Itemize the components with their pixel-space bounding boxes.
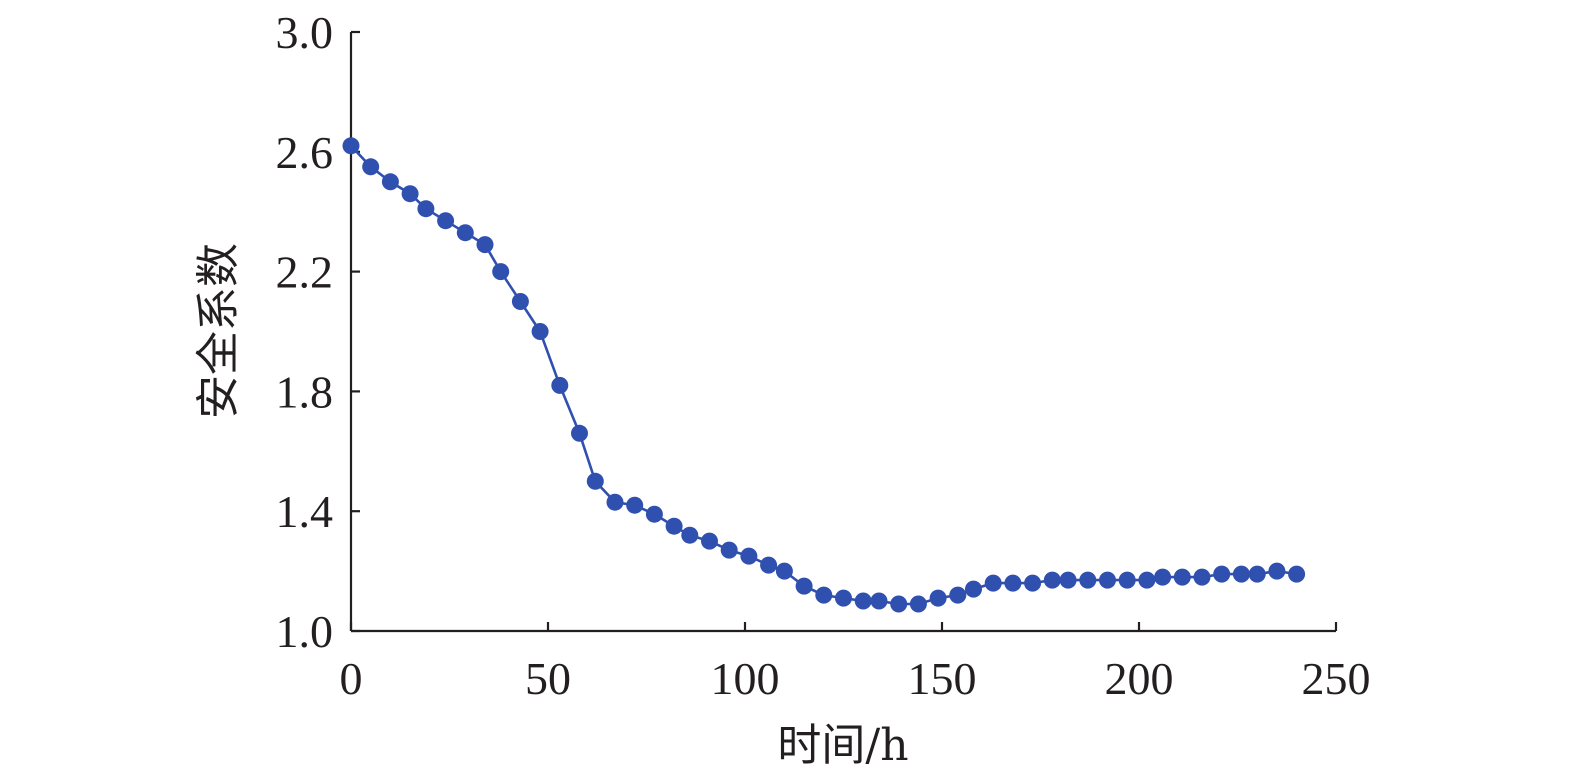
data-point bbox=[1059, 571, 1077, 589]
data-point bbox=[645, 505, 663, 523]
y-tick-label: 2.6 bbox=[276, 127, 334, 178]
axes bbox=[349, 32, 1336, 633]
y-ticks: 1.0 1.4 1.8 2.2 2.6 3.0 bbox=[276, 7, 360, 657]
data-point bbox=[362, 158, 380, 176]
data-point bbox=[1004, 574, 1022, 592]
x-tick-label: 250 bbox=[1302, 653, 1371, 704]
data-point bbox=[1024, 574, 1042, 592]
data-point bbox=[1193, 568, 1211, 586]
data-point bbox=[551, 376, 569, 394]
data-point bbox=[1213, 565, 1231, 583]
y-tick-label: 1.8 bbox=[276, 366, 334, 417]
data-point bbox=[626, 496, 644, 514]
data-point bbox=[492, 263, 510, 281]
data-point bbox=[835, 589, 852, 607]
data-point bbox=[1268, 562, 1286, 580]
data-point bbox=[1173, 568, 1191, 586]
data-point bbox=[1288, 565, 1306, 583]
data-point bbox=[456, 224, 474, 242]
data-point bbox=[740, 547, 758, 565]
x-ticks: 0 50 100 150 200 250 bbox=[340, 622, 1371, 704]
series-line bbox=[350, 144, 1297, 606]
x-tick-label: 150 bbox=[908, 653, 977, 704]
data-point bbox=[665, 517, 683, 535]
y-axis-title: 安全系数 bbox=[193, 243, 244, 419]
data-point bbox=[815, 586, 833, 604]
x-tick-label: 50 bbox=[525, 653, 571, 704]
data-point bbox=[476, 236, 494, 254]
data-point bbox=[1232, 565, 1250, 583]
data-point bbox=[775, 562, 793, 580]
data-point bbox=[1099, 571, 1116, 589]
y-tick-label: 2.2 bbox=[276, 247, 334, 298]
data-point bbox=[870, 592, 888, 610]
data-point bbox=[381, 173, 399, 191]
data-point bbox=[929, 589, 947, 607]
data-point bbox=[720, 541, 738, 559]
data-point bbox=[531, 323, 549, 340]
y-tick-label: 1.0 bbox=[276, 606, 334, 657]
data-point bbox=[1138, 571, 1156, 589]
data-point bbox=[342, 137, 360, 155]
data-point bbox=[586, 472, 604, 490]
data-point bbox=[1043, 571, 1061, 589]
data-point bbox=[437, 212, 455, 230]
x-tick-label: 100 bbox=[711, 653, 780, 704]
data-point bbox=[760, 556, 778, 574]
x-tick-label: 200 bbox=[1105, 653, 1174, 704]
data-point bbox=[401, 185, 419, 203]
data-point bbox=[909, 595, 927, 613]
x-tick-label: 0 bbox=[340, 653, 363, 704]
x-axis-title: 时间/h bbox=[777, 720, 908, 771]
data-point bbox=[949, 586, 967, 604]
data-point bbox=[890, 595, 908, 613]
y-tick-label: 1.4 bbox=[276, 486, 334, 537]
data-point bbox=[984, 574, 1002, 592]
data-point bbox=[1248, 565, 1266, 583]
data-point bbox=[854, 592, 872, 610]
data-point bbox=[571, 424, 588, 442]
data-point bbox=[795, 577, 813, 595]
data-point bbox=[1079, 571, 1097, 589]
data-point bbox=[681, 526, 699, 544]
data-point bbox=[606, 493, 624, 511]
data-point bbox=[1154, 568, 1172, 586]
y-tick-label: 3.0 bbox=[276, 7, 334, 58]
data-point bbox=[1118, 571, 1136, 589]
series-layer bbox=[342, 137, 1306, 613]
data-point bbox=[511, 293, 529, 310]
data-point bbox=[417, 200, 435, 218]
data-point bbox=[965, 580, 982, 598]
data-point bbox=[701, 532, 718, 550]
